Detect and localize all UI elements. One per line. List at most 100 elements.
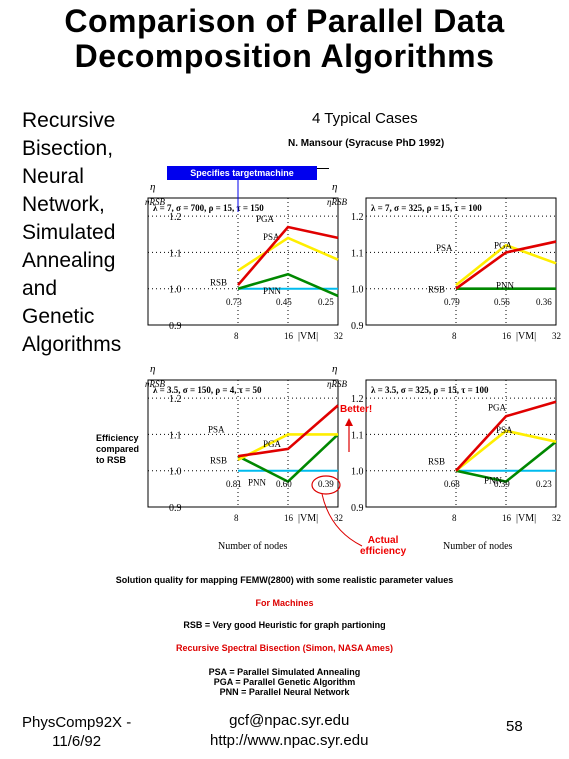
chart-frame (147, 197, 339, 326)
series-label-psa: PSA (263, 232, 280, 242)
series-line-pnn (237, 433, 339, 484)
series-label-pnn: PNN (496, 281, 515, 291)
y-tick-label: 1.1 (351, 430, 364, 441)
x-axis-unit: |VM| (298, 513, 318, 524)
rsb-full-caption: Recursive Spectral Bisection (Simon, NAS… (176, 643, 393, 653)
pnn-definition: PNN = Parallel Neural Network (219, 687, 350, 697)
series-label-psa: PSA (436, 243, 453, 253)
series-line-pga (237, 225, 339, 286)
y-tick-label: 0.9 (351, 503, 364, 514)
chart-parameters: λ = 3.5, σ = 150, ρ = 4, τ = 50 (153, 385, 262, 395)
efficiency-label: 0.45 (276, 297, 292, 307)
efficiency-note: Efficiency compared to RSB (96, 433, 139, 466)
y-tick-label: 1.2 (169, 212, 182, 223)
eta-rsb-label: ηRSB (327, 197, 347, 207)
acronym-legend: PSA = Parallel Simulated Annealing PGA =… (0, 667, 569, 697)
chart-parameters: λ = 3.5, σ = 325, ρ = 15, τ = 100 (371, 385, 489, 395)
series-line-psa (455, 243, 557, 287)
x-tick-label: 16 (502, 331, 512, 341)
efficiency-label: 0.68 (444, 479, 460, 489)
rsb-caption: RSB = Very good Heuristic for graph part… (183, 620, 386, 630)
y-tick-label: 0.9 (351, 321, 364, 332)
x-tick-label: 16 (284, 513, 294, 523)
solution-caption: Solution quality for mapping FEMW(2800) … (115, 575, 454, 585)
actual-label-line: Actual (367, 535, 399, 546)
series-label-pga: PGA (256, 214, 275, 224)
series-line-pga (455, 240, 557, 290)
efficiency-label: 0.79 (444, 297, 460, 307)
y-tick-label: 1.2 (169, 394, 182, 405)
algorithm-list: Recursive Bisection, Neural Network, Sim… (22, 107, 121, 359)
actual-pointer (321, 493, 363, 547)
y-tick-label: 1.2 (351, 394, 364, 405)
efficiency-label: 0.36 (536, 297, 552, 307)
efficiency-note-line: Efficiency (96, 433, 139, 443)
y-tick-label: 1.0 (351, 467, 364, 478)
course-label: PhysComp92X - 11/6/92 (22, 713, 131, 751)
actual-label-line: efficiency (360, 546, 407, 557)
efficiency-label: 0.73 (226, 297, 242, 307)
series-line-psa (237, 433, 338, 461)
list-item: Genetic (22, 305, 95, 328)
x-tick-label: 16 (502, 513, 512, 523)
series-label-psa: PSA (208, 424, 225, 434)
y-tick-label: 1.0 (169, 285, 182, 296)
efficiency-label: 0.81 (226, 479, 242, 489)
machines-caption: For Machines (255, 598, 314, 608)
eta-label: η (150, 363, 155, 375)
y-tick-label: 1.0 (351, 285, 364, 296)
specifies-target-banner: Specifies targetmachine (167, 166, 317, 180)
page-title: Comparison of Parallel Data Decompositio… (0, 4, 569, 74)
actual-efficiency-label: Actual efficiency (360, 535, 406, 557)
efficiency-note-line: compared (96, 444, 140, 454)
efficiency-label: 0.23 (536, 479, 552, 489)
series-label-pga: PGA (494, 240, 513, 250)
efficiency-label: 0.60 (276, 479, 292, 489)
contact-block: gcf@npac.syr.edu http://www.npac.syr.edu (210, 711, 368, 751)
list-item: Algorithms (22, 333, 122, 356)
efficiency-label: 0.39 (318, 479, 334, 489)
y-tick-label: 0.9 (169, 321, 182, 332)
y-tick-label: 1.1 (351, 248, 364, 259)
title-line-2: Decomposition Algorithms (74, 38, 495, 74)
y-tick-label: 1.1 (169, 248, 182, 259)
chart-parameters: λ = 7, σ = 325, ρ = 15, τ = 100 (371, 203, 482, 213)
y-tick-label: 1.0 (169, 467, 182, 478)
series-label-rsb: RSB (210, 278, 227, 288)
pga-definition: PGA = Parallel Genetic Algorithm (213, 677, 356, 687)
list-item: Bisection, (22, 137, 114, 160)
contact-email: gcf@npac.syr.edu (229, 712, 350, 729)
better-arrowhead (345, 418, 353, 426)
series-label-psa: PSA (496, 425, 513, 435)
better-label: Better! (340, 404, 373, 415)
x-tick-label: 32 (552, 513, 561, 523)
chart-frame (365, 379, 557, 508)
series-line-pnn (237, 272, 339, 298)
series-label-rsb: RSB (210, 456, 227, 466)
x-tick-label: 32 (552, 331, 561, 341)
eta-rsb-label: ηRSB (145, 197, 165, 207)
series-label-pga: PGA (263, 439, 282, 449)
list-item: Network, (22, 193, 105, 216)
x-tick-label: 8 (234, 513, 239, 523)
list-item: Annealing (22, 249, 116, 272)
x-tick-label: 8 (234, 331, 239, 341)
eta-rsb-label: ηRSB (327, 379, 347, 389)
eta-label: η (332, 363, 337, 375)
chart-frame (147, 379, 339, 508)
contact-url: http://www.npac.syr.edu (210, 732, 369, 749)
title-line-1: Comparison of Parallel Data (64, 3, 505, 39)
series-label-pga: PGA (488, 402, 507, 412)
x-tick-label: 8 (452, 513, 457, 523)
author-credit: N. Mansour (Syracuse PhD 1992) (288, 138, 445, 149)
eta-label: η (332, 181, 337, 193)
x-axis-title-right: Number of nodes (443, 541, 513, 552)
series-label-rsb: RSB (428, 285, 445, 295)
banner-connector (317, 168, 329, 169)
page-number: 58 (506, 718, 523, 735)
series-line-psa (455, 429, 557, 472)
series-line-pga (455, 400, 557, 472)
y-tick-label: 0.9 (169, 503, 182, 514)
x-axis-unit: |VM| (516, 331, 536, 342)
eta-rsb-label: ηRSB (145, 379, 165, 389)
